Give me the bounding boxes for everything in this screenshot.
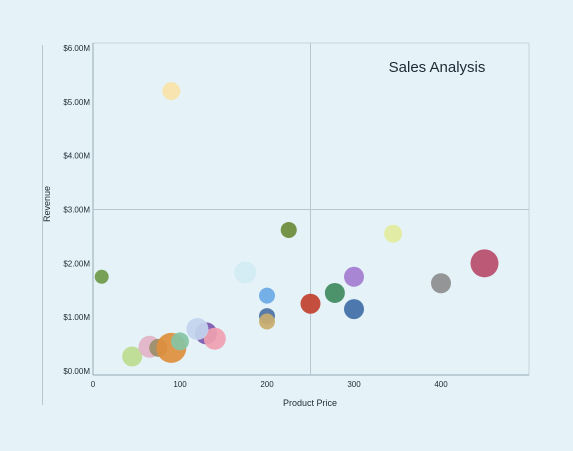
data-point[interactable]	[259, 287, 275, 304]
data-point[interactable]	[324, 282, 345, 303]
data-point[interactable]	[280, 221, 297, 238]
y-axis-label: Revenue	[42, 186, 52, 222]
data-point[interactable]	[384, 224, 403, 243]
y-tick-label: $4.00M	[63, 152, 90, 161]
y-tick-label: $6.00M	[63, 44, 90, 53]
data-point[interactable]	[186, 318, 209, 341]
data-point[interactable]	[470, 249, 499, 278]
data-point[interactable]	[122, 346, 143, 367]
x-axis-label: Product Price	[283, 398, 337, 408]
data-point[interactable]	[344, 266, 364, 287]
data-point[interactable]	[344, 299, 364, 320]
data-point[interactable]	[94, 269, 109, 284]
chart-title: Sales Analysis	[389, 59, 486, 76]
x-tick-label: 0	[91, 380, 96, 389]
data-point[interactable]	[300, 293, 321, 314]
y-tick-label: $0.00M	[63, 367, 90, 376]
data-point[interactable]	[203, 327, 226, 350]
data-point[interactable]	[431, 273, 451, 294]
data-point[interactable]	[259, 313, 275, 330]
x-tick-label: 300	[347, 380, 361, 389]
x-tick-label: 400	[434, 380, 448, 389]
y-tick-label: $2.00M	[63, 259, 90, 268]
x-axis-ticks: 0 100 200 300 400	[91, 380, 448, 389]
y-tick-label: $5.00M	[63, 98, 90, 107]
y-tick-label: $1.00M	[63, 313, 90, 322]
x-tick-label: 200	[260, 380, 274, 389]
y-tick-label: $3.00M	[63, 206, 90, 215]
quadrant-lines	[93, 43, 529, 375]
data-points	[94, 82, 499, 367]
y-axis-ticks: $0.00M $1.00M $2.00M $3.00M $4.00M $5.00M $6.0…	[63, 44, 90, 376]
data-point[interactable]	[171, 332, 189, 351]
data-point[interactable]	[234, 261, 257, 284]
x-tick-label: 100	[173, 380, 187, 389]
data-point[interactable]	[162, 82, 181, 101]
